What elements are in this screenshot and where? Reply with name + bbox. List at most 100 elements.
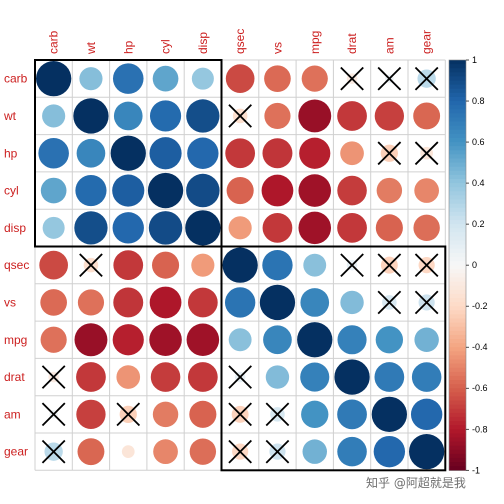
- corr-circle-am-mpg: [301, 400, 329, 429]
- colorbar-segment: [449, 380, 466, 385]
- corr-circle-wt-drat: [337, 101, 367, 131]
- corr-circle-wt-hp: [113, 101, 143, 131]
- colorbar-segment: [449, 355, 466, 361]
- colorbar-segment: [449, 68, 466, 73]
- corr-circle-qsec-vs: [262, 249, 293, 281]
- colorbar-segment: [449, 60, 466, 65]
- colorbar-segment: [449, 199, 466, 205]
- colorbar-segment: [449, 84, 466, 90]
- corr-circle-drat-disp: [187, 362, 218, 392]
- colorbar-segment: [449, 367, 466, 373]
- corr-circle-vs-qsec: [224, 287, 256, 318]
- colorbar-segment: [449, 384, 466, 389]
- colorbar-segment: [449, 220, 466, 225]
- col-label-drat: drat: [345, 33, 359, 54]
- corr-circle-gear-wt: [77, 438, 105, 466]
- insignificant-cross-am-hp: [116, 402, 141, 427]
- corr-circle-vs-cyl: [149, 286, 182, 319]
- corr-circle-mpg-qsec: [228, 328, 252, 352]
- colorbar-segment: [449, 187, 466, 192]
- insignificant-cross-drat-qsec: [228, 365, 252, 389]
- colorbar-segment: [449, 388, 466, 393]
- corr-circle-wt-cyl: [149, 100, 182, 132]
- corr-circle-drat-gear: [411, 362, 442, 392]
- colorbar-segment: [449, 437, 466, 443]
- colorbar-segment: [449, 256, 466, 262]
- corr-circle-gear-drat: [337, 436, 367, 467]
- colorbar-segment: [449, 322, 466, 328]
- colorbar-segment: [449, 88, 466, 94]
- colorbar-segment: [449, 297, 466, 303]
- colorbar-segment: [449, 150, 466, 155]
- colorbar-segment: [449, 64, 466, 69]
- insignificant-cross-carb-am: [377, 66, 402, 91]
- colorbar-segment: [449, 183, 466, 188]
- corr-circle-hp-hp: [110, 135, 146, 171]
- colorbar-segment: [449, 302, 466, 307]
- corr-circle-qsec-cyl: [151, 251, 180, 279]
- colorbar-segment: [449, 252, 466, 258]
- row-label-drat: drat: [4, 370, 25, 384]
- corr-circle-am-gear: [410, 398, 443, 431]
- colorbar-segment: [449, 343, 466, 348]
- colorbar-segment: [449, 224, 466, 229]
- colorbar-segment: [449, 351, 466, 357]
- colorbar-segment: [449, 441, 466, 447]
- corr-circle-disp-gear: [413, 214, 440, 242]
- corr-circle-carb-mpg: [301, 65, 328, 92]
- corr-circle-mpg-cyl: [149, 323, 182, 357]
- colorbar-segment: [449, 228, 466, 233]
- colorbar-segment: [449, 154, 466, 160]
- row-label-wt: wt: [3, 109, 17, 123]
- corr-circle-vs-mpg: [300, 288, 330, 317]
- row-label-vs: vs: [4, 295, 16, 309]
- colorbar-segment: [449, 232, 466, 238]
- colorbar-segment: [449, 330, 466, 336]
- corr-circle-mpg-mpg: [297, 322, 333, 358]
- corr-circle-carb-vs: [264, 65, 291, 92]
- colorbar-segment: [449, 129, 466, 135]
- corr-circle-vs-carb: [40, 289, 67, 316]
- colorbar-segment: [449, 273, 466, 279]
- corr-circle-hp-drat: [340, 141, 364, 166]
- corr-circle-disp-carb: [42, 216, 65, 239]
- corr-circle-mpg-wt: [74, 323, 108, 357]
- corr-circle-am-wt: [76, 399, 106, 430]
- insignificant-cross-qsec-drat: [340, 253, 364, 277]
- corr-circle-cyl-vs: [261, 174, 294, 207]
- corr-circle-disp-mpg: [298, 211, 332, 245]
- corr-circle-am-drat: [337, 399, 367, 430]
- corr-circle-hp-carb: [38, 137, 69, 169]
- cluster-rect-1: [34, 59, 223, 248]
- corr-circle-cyl-am: [376, 177, 403, 204]
- insignificant-cross-hp-gear: [414, 141, 439, 166]
- colorbar-segment: [449, 445, 466, 451]
- corr-circle-hp-vs: [262, 138, 293, 169]
- colorbar-segment: [449, 404, 466, 410]
- corr-circle-cyl-carb: [40, 177, 67, 204]
- row-label-gear: gear: [4, 445, 28, 459]
- corr-circle-carb-qsec: [225, 64, 255, 93]
- insignificant-cross-carb-gear: [414, 66, 439, 91]
- colorbar-segment: [449, 170, 466, 176]
- corr-circle-vs-vs: [259, 284, 296, 321]
- insignificant-cross-carb-drat: [340, 66, 364, 91]
- corr-circle-disp-hp: [112, 212, 144, 244]
- corr-circle-cyl-drat: [337, 175, 367, 206]
- colorbar: 1 0.8 0.6 0.4 0.2 0 -0.2 -0.4 -0.6 -0.8 -1: [448, 55, 488, 475]
- colorbar-tick-label: 0: [472, 260, 477, 270]
- corr-circle-mpg-drat: [337, 325, 367, 355]
- colorbar-segment: [449, 412, 466, 418]
- corr-circle-mpg-am: [375, 326, 404, 354]
- corr-circle-cyl-wt: [75, 174, 107, 207]
- corr-circle-disp-drat: [337, 212, 367, 243]
- corr-circle-qsec-qsec: [222, 247, 258, 283]
- insignificant-cross-gear-carb: [41, 439, 66, 464]
- colorbar-segment: [449, 457, 466, 463]
- colorbar-tick-label: 0.4: [472, 178, 485, 188]
- colorbar-tick-label: 0.6: [472, 137, 485, 147]
- colorbar-segment: [449, 347, 466, 352]
- corr-circle-drat-cyl: [150, 362, 181, 392]
- corr-circle-mpg-vs: [263, 325, 292, 355]
